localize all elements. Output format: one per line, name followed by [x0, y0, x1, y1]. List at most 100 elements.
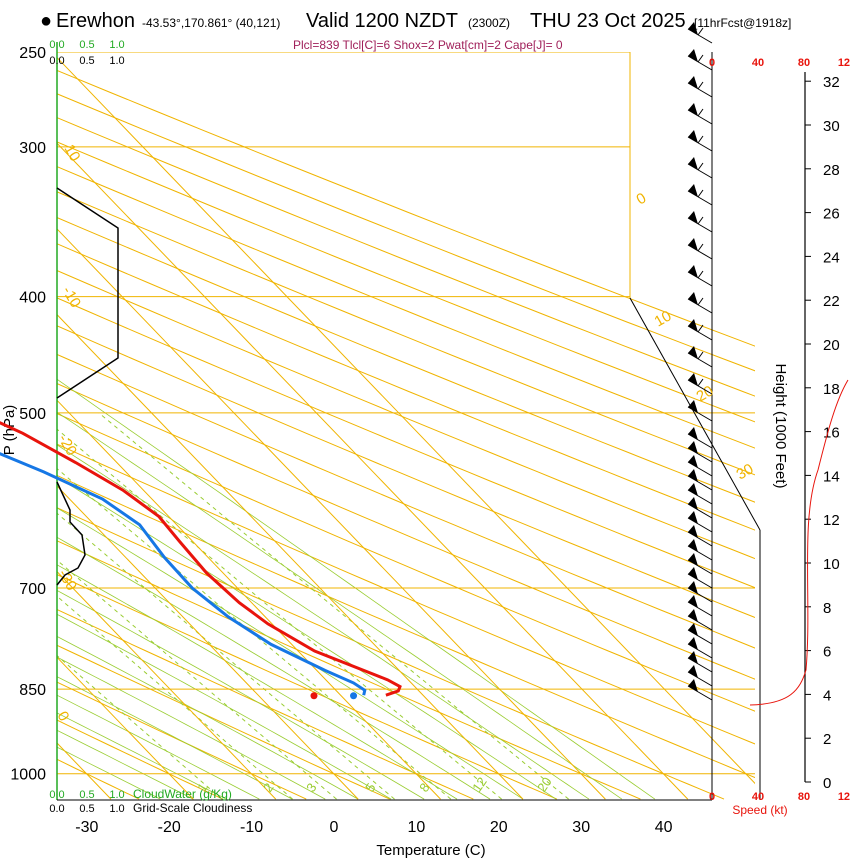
- wind-barb: [687, 567, 713, 589]
- wind-barb-pennant: [688, 497, 698, 510]
- wind-barb: [687, 427, 713, 449]
- isotherm: [57, 656, 194, 800]
- cloudiness-label: Grid-Scale Cloudiness: [133, 801, 252, 815]
- height-tick-label: 26: [823, 206, 840, 223]
- height-tick-label: 28: [823, 162, 840, 179]
- moist-adiabat: [57, 589, 425, 800]
- moist-adiabat: [57, 444, 590, 800]
- wind-speed-profile: [749, 379, 849, 706]
- wind-speed-tick-top: 80: [798, 57, 810, 69]
- parcel-info: Plcl=839 Tlcl[C]=6 Shox=2 Pwat[cm]=2 Cap…: [293, 38, 563, 52]
- dry-adiabat: [57, 540, 641, 800]
- wind-speed-tick-bottom: 40: [752, 791, 764, 803]
- pressure-tick-label: 850: [19, 682, 46, 699]
- pressure-tick-label: 1000: [10, 767, 46, 784]
- mixing-ratio-label: 12: [469, 774, 490, 794]
- dry-adiabat: [57, 383, 755, 680]
- wind-speed-tick-top: 120: [838, 57, 850, 69]
- isotherm-label: 20: [694, 382, 717, 405]
- wind-barb-pennant: [688, 665, 698, 678]
- mixing-ratio-line: [57, 428, 502, 800]
- isotherm-label: -10: [59, 284, 85, 311]
- pressure-tick-label: 300: [19, 140, 46, 157]
- wind-barb: [687, 49, 713, 71]
- cloudiness-tick-top: 0.5: [79, 55, 94, 67]
- wind-barb: [687, 553, 713, 575]
- wind-barb: [687, 346, 713, 368]
- wind-speed-tick-bottom: 0: [709, 791, 715, 803]
- dry-adiabat: [57, 325, 755, 619]
- wind-barb-pennant: [688, 238, 698, 251]
- wind-barb-pennant: [688, 595, 698, 608]
- height-tick-label: 6: [823, 644, 831, 661]
- wind-barb-feather: [697, 243, 704, 252]
- moist-adiabat: [57, 712, 227, 800]
- dry-adiabat: [57, 270, 755, 560]
- wind-barb: [687, 265, 713, 287]
- moist-adiabat: [57, 564, 458, 800]
- height-tick-label: 22: [823, 293, 840, 310]
- x-tick-label: -30: [75, 819, 98, 836]
- wind-barb: [687, 525, 713, 547]
- utc-time: (2300Z): [468, 16, 511, 30]
- wind-barb: [687, 637, 713, 659]
- wind-barb-pennant: [688, 373, 698, 386]
- height-tick-label: 4: [823, 687, 831, 704]
- wind-barb-feather: [697, 378, 704, 387]
- wind-barb-pennant: [688, 157, 698, 170]
- x-tick-label: 20: [490, 819, 508, 836]
- wind-barb: [687, 595, 713, 617]
- wind-barb: [687, 292, 713, 314]
- valid-time: Valid 1200 NZDT: [306, 10, 458, 32]
- station-coords: -43.53°,170.861° (40,121): [142, 16, 281, 30]
- pressure-tick-label: 250: [19, 45, 46, 62]
- wind-barb-pennant: [688, 211, 698, 224]
- isotherm-label: -30: [55, 567, 81, 594]
- cloudiness-tick-bottom: 0.0: [49, 803, 64, 815]
- forecast-date: THU 23 Oct 2025: [530, 10, 686, 32]
- cloudwater-tick-bottom: 1.0: [109, 789, 124, 801]
- wind-barb: [687, 455, 713, 477]
- height-tick-label: 0: [823, 775, 831, 792]
- wind-barb: [687, 581, 713, 603]
- wind-barb-feather: [697, 162, 704, 171]
- mixing-ratio-line: [57, 467, 452, 800]
- wind-barb-feather: [697, 297, 704, 306]
- wind-barb-pennant: [688, 525, 698, 538]
- wind-barb: [687, 497, 713, 519]
- height-tick-label: 20: [823, 337, 840, 354]
- moist-adiabat: [57, 476, 557, 800]
- wind-barb-feather: [697, 27, 704, 36]
- dry-adiabat: [57, 474, 755, 779]
- wind-barb-feather: [697, 135, 704, 144]
- moist-adiabat: [57, 536, 491, 800]
- wind-barb-feather: [697, 324, 704, 333]
- cloudiness-tick-top: 0.0: [49, 55, 64, 67]
- wind-barb: [687, 76, 713, 98]
- x-tick-label: 0: [330, 819, 339, 836]
- moist-adiabat: [57, 694, 260, 800]
- mixing-ratio-line: [57, 595, 293, 800]
- x-tick-label: 30: [572, 819, 590, 836]
- cloudwater-tick-bottom: 0.0: [49, 789, 64, 801]
- wind-speed-tick-bottom: 120: [838, 791, 850, 803]
- isotherm: [57, 399, 441, 800]
- dry-adiabat: [57, 217, 755, 503]
- plot-area: [57, 52, 755, 800]
- wind-barb-pennant: [688, 511, 698, 524]
- wind-barb-pennant: [688, 679, 698, 692]
- wind-barb: [687, 238, 713, 260]
- cloudwater-tick-bottom: 0.5: [79, 789, 94, 801]
- dry-adiabat: [57, 93, 755, 372]
- height-tick-label: 10: [823, 556, 840, 573]
- wind-barb-pennant: [688, 455, 698, 468]
- wind-speed-tick-top: 0: [709, 57, 715, 69]
- pressure-tick-label: 700: [19, 581, 46, 598]
- height-tick-label: 24: [823, 249, 840, 266]
- isotherm: [57, 56, 755, 785]
- wind-barb: [687, 157, 713, 179]
- y-axis-label: P (hPa): [1, 405, 18, 456]
- wind-barb-feather: [697, 216, 704, 225]
- dry-adiabat: [57, 574, 558, 800]
